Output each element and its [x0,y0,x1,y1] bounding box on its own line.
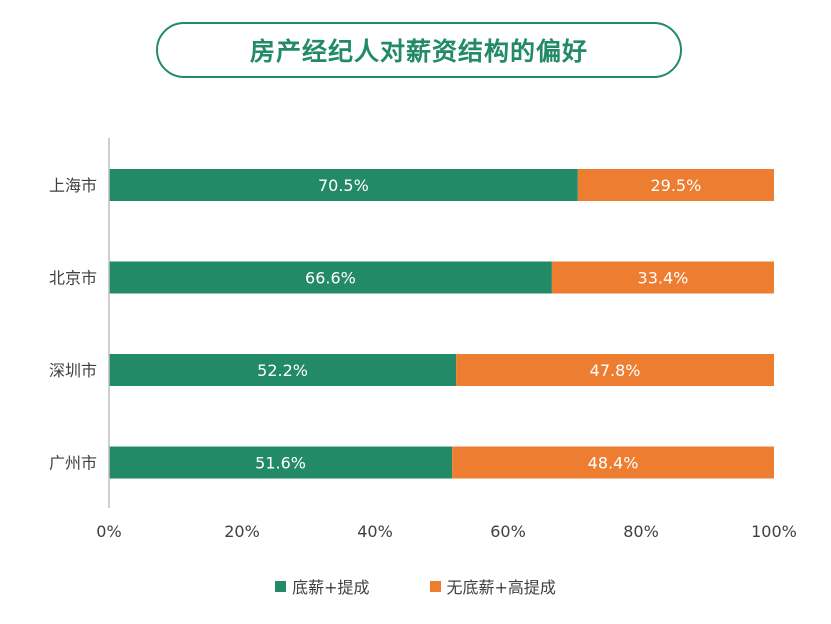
legend-item-base-plus-commission: 底薪+提成 [275,574,370,598]
stacked-bar-chart: 70.5% 29.5% 上海市 66.6% 33.4% 北京市 52.2% 47.8% 深圳市 5… [49,138,797,541]
legend-swatch-no-base-high-commission [429,580,441,592]
chart-legend: 底薪+提成 无底薪+高提成 [0,574,831,598]
x-tick-label-1: 0% [96,522,121,541]
category-label-2: 北京市 [49,269,97,288]
x-tick-label-4: 60% [490,522,526,541]
data-label-1-2: 66.6% [305,269,356,288]
data-label-2-4: 48.4% [588,454,639,473]
data-label-1-3: 52.2% [257,361,308,380]
bar-1-2 [109,261,552,294]
legend-label-no-base-high-commission: 无底薪+高提成 [446,578,556,597]
bar-1-3 [109,354,457,386]
bar-2-3 [456,354,774,386]
chart-title: 房产经纪人对薪资结构的偏好 [249,37,588,66]
category-label-3: 深圳市 [49,361,97,380]
x-tick-label-2: 20% [224,522,260,541]
legend-swatch-base-plus-commission [275,580,287,592]
x-tick-label-5: 80% [623,522,659,541]
chart-title-box: 房产经纪人对薪资结构的偏好 [156,22,682,78]
x-tick-label-3: 40% [357,522,393,541]
x-tick-label-6: 100% [751,522,797,541]
legend-label-base-plus-commission: 底薪+提成 [292,578,370,597]
bar-1-1 [109,169,578,201]
data-label-1-1: 70.5% [318,176,369,195]
data-label-2-1: 29.5% [650,176,701,195]
bar-1-4 [109,446,453,479]
bar-2-2 [551,261,774,294]
bar-2-4 [452,446,774,479]
legend-item-no-base-high-commission: 无底薪+高提成 [429,574,556,598]
bar-2-1 [577,169,774,201]
data-label-2-2: 33.4% [638,269,689,288]
category-label-4: 广州市 [49,454,97,473]
data-label-1-4: 51.6% [255,454,306,473]
category-label-1: 上海市 [49,176,97,195]
data-label-2-3: 47.8% [590,361,641,380]
